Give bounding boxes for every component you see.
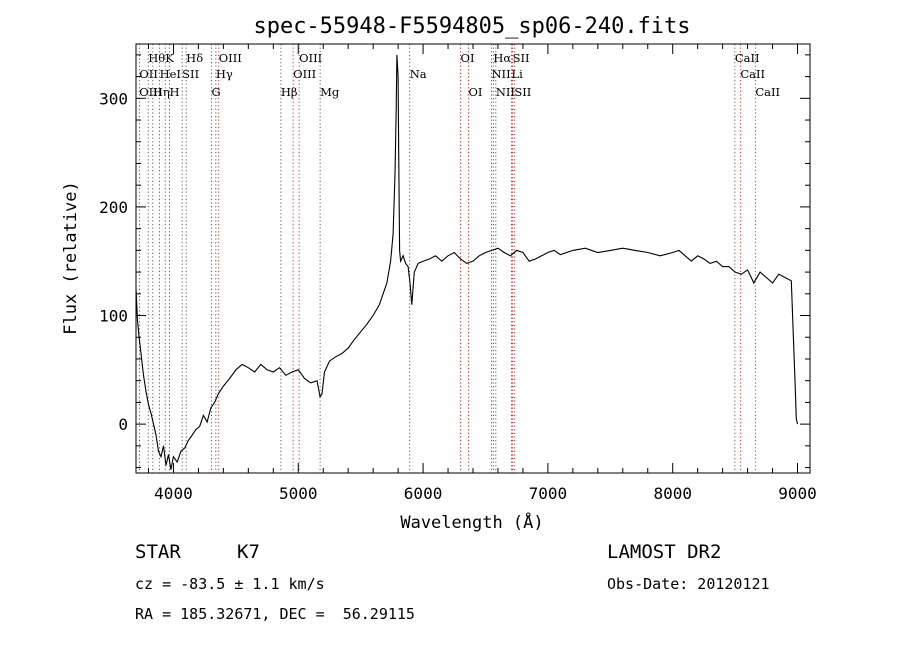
plot-frame: [135, 43, 811, 474]
spectral-line-label: SII: [513, 51, 530, 65]
y-axis: 0 100 200 300: [99, 54, 810, 469]
spectral-line-label: Mg: [320, 85, 340, 99]
spectrum-line: [135, 54, 799, 470]
x-tick-label: 8000: [653, 484, 692, 503]
x-tick-label: 9000: [778, 484, 817, 503]
y-tick-label: 300: [99, 89, 128, 108]
spectral-line-label: Na: [410, 67, 427, 81]
spectral-line-label: OII: [139, 67, 158, 81]
spectral-line-label: OIII: [139, 85, 162, 99]
spectral-line-label: OIII: [299, 51, 322, 65]
spectral-line-label: Hγ: [216, 67, 233, 81]
spectral-line-label: CaII: [740, 67, 765, 81]
spectral-line-label: Hδ: [186, 51, 203, 65]
spectral-line-label: Hη: [153, 85, 170, 99]
spectral-line-label: SII: [514, 85, 531, 99]
object-subclass: K7: [237, 541, 260, 563]
spectral-line-label: Hβ: [281, 85, 298, 99]
spectral-line-label: Hθ: [148, 51, 165, 65]
spectral-line-label: NII: [491, 67, 510, 81]
spectral-line-label: OIII: [219, 51, 242, 65]
y-axis-label: Flux (relative): [61, 181, 81, 335]
chart-title: spec-55948-F5594805_sp06-240.fits: [253, 14, 690, 39]
spectral-line-label: Hα: [493, 51, 511, 65]
spectral-line-label: NII: [496, 85, 515, 99]
x-axis-label: Wavelength (Å): [400, 511, 543, 533]
y-tick-label: 0: [118, 415, 128, 434]
object-class: STAR: [135, 541, 181, 563]
spectral-line-label: CaII: [735, 51, 760, 65]
survey-name: LAMOST DR2: [607, 541, 722, 563]
x-tick-label: 4000: [154, 484, 193, 503]
spectral-line-label: CaII: [755, 85, 780, 99]
x-tick-label: 7000: [529, 484, 568, 503]
spectral-line-label: OIII: [293, 67, 316, 81]
obs-date: Obs-Date: 20120121: [607, 575, 770, 593]
y-tick-label: 100: [99, 307, 128, 326]
spectral-line-label: OI: [461, 51, 475, 65]
x-tick-label: 6000: [404, 484, 443, 503]
spectral-line-label: SII: [182, 67, 199, 81]
x-tick-label: 5000: [279, 484, 318, 503]
spectral-line-label: Li: [511, 67, 523, 81]
spectral-line-label: H: [169, 85, 179, 99]
coordinates: RA = 185.32671, DEC = 56.29115: [135, 605, 415, 623]
spectral-line-label: G: [212, 85, 221, 99]
spectral-line-label: OI: [469, 85, 483, 99]
redshift-cz: cz = -83.5 ± 1.1 km/s: [135, 575, 325, 593]
y-tick-label: 200: [99, 198, 128, 217]
line-markers: [138, 44, 756, 473]
spectral-line-label: HeI: [160, 67, 181, 81]
spectral-line-label: K: [165, 51, 174, 65]
x-axis: 4000 5000 6000 7000 8000 9000: [147, 44, 817, 503]
